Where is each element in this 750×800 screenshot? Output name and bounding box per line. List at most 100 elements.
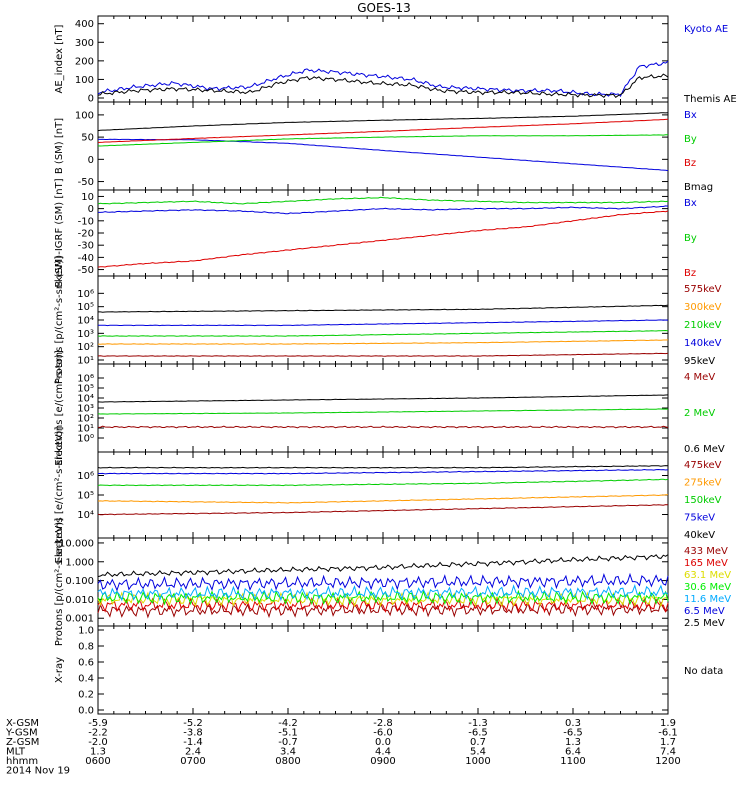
legend-label: 63.1 MeV (684, 570, 731, 581)
ephemeris-value: -5.9 (88, 718, 108, 729)
legend-label: Bmag (684, 182, 713, 193)
ephemeris-value: -6.0 (373, 728, 393, 739)
series-line (97, 352, 669, 357)
y-tick-label: 0.100 (65, 576, 94, 587)
ephemeris-value: 0800 (275, 756, 300, 767)
panel-frame (97, 101, 669, 191)
ephemeris-value: -1.4 (183, 737, 203, 748)
ephemeris-value: -3.8 (183, 728, 203, 739)
ephemeris-label: hhmm (6, 756, 38, 767)
plot-title: GOES-13 (357, 1, 411, 15)
series-line (97, 583, 669, 602)
series-line (97, 60, 669, 98)
series-line (97, 478, 669, 487)
series-line (97, 394, 669, 403)
panel-frame (97, 537, 669, 627)
ephemeris-value: -4.2 (278, 718, 298, 729)
y-tick-label: 0.2 (78, 690, 94, 701)
panel-3: 100-10-20-30-40-50B (SM)-IGRF (SM) [nT] B… (54, 178, 697, 287)
ephemeris-value: -2.0 (88, 737, 108, 748)
series-line (97, 118, 669, 143)
legend-label: 433 MeV (684, 546, 728, 557)
y-tick-label: 10⁵ (77, 384, 94, 395)
legend-label: 210keV (684, 320, 722, 331)
legend-label: 4 MeV (684, 372, 715, 383)
legend-label: 95keV (684, 356, 715, 367)
ephemeris-value: -6.1 (658, 728, 678, 739)
y-tick-label: 0.001 (65, 614, 94, 625)
legend-label: Bx (684, 110, 697, 121)
y-tick-label: 10.000 (59, 538, 94, 549)
ephemeris-value: 1.3 (90, 747, 106, 758)
legend-label: 6.5 MeV (684, 606, 725, 617)
series-line (97, 504, 669, 516)
legend-label: 2.5 MeV (684, 618, 725, 629)
ephemeris-value: 0900 (370, 756, 395, 767)
y-tick-label: 10² (77, 342, 94, 353)
legend-label: Bz (684, 158, 696, 169)
ephemeris-value: -5.1 (278, 728, 298, 739)
ephemeris-value: -2.8 (373, 718, 393, 729)
series-line (97, 210, 669, 268)
y-tick-label: 200 (75, 56, 94, 67)
y-tick-label: 0.0 (78, 706, 94, 717)
y-tick-label: 0.8 (78, 642, 94, 653)
ephemeris-value: 0.0 (375, 737, 391, 748)
no-data-label: No data (684, 666, 723, 677)
ephemeris-value: -6.5 (468, 728, 488, 739)
y-tick-label: 10 (81, 192, 94, 203)
legend-label: 140keV (684, 338, 722, 349)
y-tick-label: 10⁶ (77, 289, 94, 300)
y-tick-label: 10⁴ (77, 510, 94, 521)
series-line (98, 304, 669, 313)
y-tick-label: 400 (75, 19, 94, 30)
y-tick-label: 0 (88, 204, 94, 215)
y-axis-label: Protons [p/(cm²-s-sr-keV)] (54, 518, 65, 646)
panel-1: 400 300 200 100 0 AE_index [nT] Kyoto AE Themis… (54, 15, 737, 105)
y-tick-label: 10¹ (77, 356, 94, 367)
legend-label: 30.6 MeV (684, 582, 731, 593)
legend-label: Bx (684, 198, 697, 209)
ephemeris-date: 2014 Nov 19 (6, 766, 70, 777)
legend-label: Themis AE (683, 94, 737, 105)
series-line (97, 591, 669, 608)
panel-8: 1.0 0.8 0.6 0.4 0.2 0.0 X-ray No data (54, 625, 723, 717)
y-tick-label: 10⁵ (77, 491, 94, 502)
ephemeris-value: 5.4 (470, 747, 486, 758)
legend-label: 575keV (684, 284, 722, 295)
legend-label: 300keV (684, 302, 722, 313)
ephemeris-value: 6.4 (565, 747, 581, 758)
y-tick-label: 1.000 (65, 557, 94, 568)
ephemeris-value: 7.4 (660, 747, 676, 758)
ephemeris-label: X-GSM (6, 718, 39, 729)
ephemeris-value: 0.7 (470, 737, 486, 748)
ephemeris-label: Y-GSM (5, 728, 38, 739)
panel-frame (97, 625, 669, 715)
ephemeris-value: 1000 (465, 756, 490, 767)
y-axis-label: X-ray (54, 657, 65, 683)
ephemeris-value: 0.3 (565, 718, 581, 729)
y-tick-label: 1.0 (78, 626, 94, 637)
y-axis-label: Electrons [e/(cm²-s-sr-keV)] (54, 426, 65, 563)
series-line (97, 465, 669, 469)
ephemeris-value: -0.7 (278, 737, 298, 748)
panel-frame (97, 363, 669, 453)
y-tick-label: 10⁰ (77, 434, 94, 445)
y-tick-label: 0 (88, 155, 94, 166)
panel-frame (97, 451, 669, 539)
y-tick-label: 10² (77, 414, 94, 425)
y-axis-label: B (SM)-IGRF (SM) [nT] (54, 178, 65, 287)
series-line (97, 596, 669, 614)
y-tick-label: 0.4 (78, 674, 94, 685)
ephemeris-value: 1.3 (565, 737, 581, 748)
series-line (97, 138, 669, 172)
ephemeris-value: 2.4 (185, 747, 201, 758)
ephemeris-value: -5.2 (183, 718, 203, 729)
series-line (98, 319, 669, 327)
y-tick-label: 10⁴ (77, 394, 94, 405)
ephemeris-label: MLT (6, 747, 26, 758)
